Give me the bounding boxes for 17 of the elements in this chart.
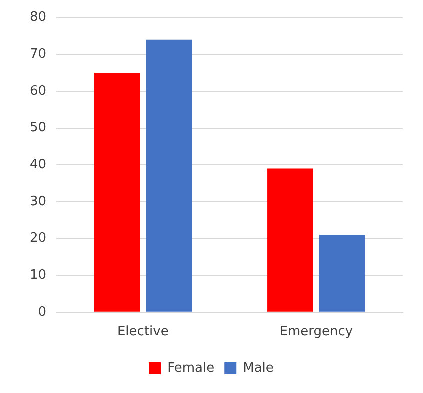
y-tick-label: 20 — [30, 231, 47, 246]
y-tick-label: 70 — [30, 47, 47, 62]
y-tick-label: 50 — [30, 120, 47, 136]
x-tick-label: Emergency — [280, 324, 354, 340]
bar — [94, 73, 140, 312]
y-tick-label: 0 — [38, 304, 47, 320]
bar — [320, 235, 366, 312]
y-tick-label: 40 — [30, 157, 47, 172]
y-tick-label: 80 — [30, 10, 47, 26]
y-tick-label: 30 — [30, 194, 47, 210]
legend-label: Female — [168, 360, 215, 376]
legend-label: Male — [243, 360, 274, 376]
bar — [146, 40, 192, 312]
x-tick-label: Elective — [117, 324, 169, 340]
y-tick-label: 10 — [30, 268, 47, 283]
y-tick-label: 60 — [30, 84, 47, 99]
bar — [268, 168, 314, 312]
